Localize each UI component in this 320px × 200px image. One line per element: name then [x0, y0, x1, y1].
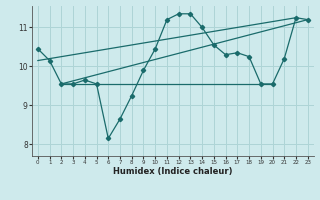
- X-axis label: Humidex (Indice chaleur): Humidex (Indice chaleur): [113, 167, 233, 176]
